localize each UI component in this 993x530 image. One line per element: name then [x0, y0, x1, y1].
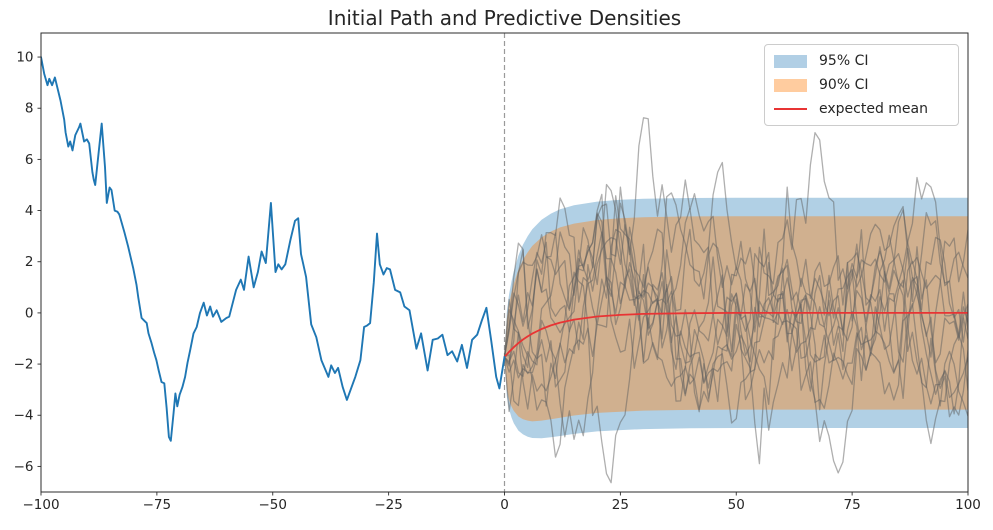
legend-label-ci90: 90% CI — [819, 77, 869, 93]
sample-path — [503, 176, 968, 383]
x-tick-label: 75 — [844, 497, 861, 513]
y-tick-label: 2 — [25, 254, 34, 270]
y-tick-label: 0 — [25, 305, 34, 321]
sample-path — [504, 186, 968, 424]
y-tick-label: 6 — [25, 152, 34, 168]
y-tick-label: −2 — [14, 357, 34, 373]
y-tick-label: −6 — [14, 459, 34, 475]
legend-item-mean: expected mean — [774, 100, 948, 118]
legend-label-mean: expected mean — [819, 101, 928, 117]
sample-path — [503, 192, 968, 465]
x-tick-label: −50 — [259, 497, 288, 513]
sample-path — [503, 232, 968, 484]
x-tick-label: −100 — [22, 497, 59, 513]
legend-item-ci95: 95% CI — [774, 52, 948, 70]
ci90-band — [504, 216, 968, 422]
y-tick-label: 10 — [16, 50, 33, 66]
expected-mean-line-icon — [774, 108, 807, 110]
y-tick-label: 8 — [25, 101, 34, 117]
x-tick-label: 25 — [612, 497, 629, 513]
chart-title: Initial Path and Predictive Densities — [327, 6, 682, 30]
x-tick-label: −75 — [143, 497, 172, 513]
y-tick-label: 4 — [25, 203, 34, 219]
x-tick-label: 50 — [728, 497, 745, 513]
initial-path-line — [41, 56, 506, 442]
x-tick-label: 0 — [500, 497, 509, 513]
x-tick-label: 100 — [955, 497, 981, 513]
legend: 95% CI 90% CI expected mean — [764, 44, 959, 126]
x-tick-label: −25 — [374, 497, 403, 513]
sample-path — [503, 161, 968, 445]
ci90-swatch-icon — [774, 78, 807, 92]
ci95-swatch-icon — [774, 54, 807, 68]
sample-path — [504, 228, 968, 440]
legend-item-ci90: 90% CI — [774, 76, 948, 94]
y-tick-label: −4 — [14, 408, 34, 424]
sample-path — [503, 195, 968, 474]
expected-mean-line — [503, 311, 968, 358]
sample-path — [503, 117, 968, 407]
legend-label-ci95: 95% CI — [819, 53, 869, 69]
sample-path — [503, 205, 968, 372]
